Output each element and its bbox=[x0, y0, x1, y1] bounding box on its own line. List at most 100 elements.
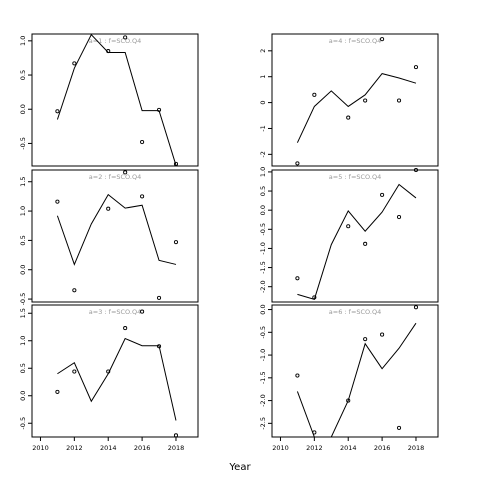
panel-frame bbox=[31, 33, 199, 167]
observed-point bbox=[140, 309, 145, 314]
y-tick-label: 0.5 bbox=[19, 70, 27, 80]
observed-point bbox=[295, 161, 300, 166]
y-tick-label: -1.5 bbox=[259, 261, 267, 274]
y-tick-label: 0.0 bbox=[19, 265, 27, 275]
panel-title: a=2 : f=SCO.Q4 bbox=[89, 173, 141, 181]
panel-frame bbox=[271, 33, 439, 167]
observed-point bbox=[156, 107, 162, 112]
observed-point bbox=[346, 398, 351, 403]
observed-point bbox=[123, 170, 128, 175]
panel-frame bbox=[271, 304, 439, 438]
observed-point bbox=[346, 224, 351, 229]
x-tick-label: 2018 bbox=[168, 444, 185, 452]
observed-point bbox=[72, 288, 77, 293]
observed-point bbox=[140, 194, 145, 199]
observed-point bbox=[173, 433, 179, 438]
y-tick-label: -2.0 bbox=[259, 280, 267, 293]
observed-point bbox=[55, 109, 60, 114]
y-tick-label: 0.5 bbox=[19, 363, 27, 373]
observed-point bbox=[106, 206, 111, 211]
y-tick-label: 2 bbox=[259, 49, 267, 53]
y-tick-label: -1.5 bbox=[259, 371, 267, 384]
x-tick-label: 2014 bbox=[100, 444, 117, 452]
observed-point bbox=[173, 161, 179, 166]
panel-3: a=2 : f=SCO.Q4 -0.5 0.0 0.5 1.0 1.5 bbox=[19, 169, 199, 306]
observed-point bbox=[106, 49, 111, 54]
x-tick-label: 2010 bbox=[32, 444, 49, 452]
observed-point bbox=[156, 344, 162, 349]
y-tick-label: -0.5 bbox=[19, 137, 27, 150]
y-tick-label: -0.5 bbox=[259, 326, 267, 339]
x-tick-label: 2016 bbox=[134, 444, 151, 452]
observed-point bbox=[346, 115, 351, 120]
panel-title: a=6 : f=SCO.Q4 bbox=[329, 308, 381, 316]
observed-point bbox=[72, 61, 77, 66]
y-tick-label: -1.0 bbox=[259, 349, 267, 362]
observed-point bbox=[123, 326, 128, 331]
fitted-line bbox=[296, 73, 417, 143]
panel-frame bbox=[31, 169, 199, 303]
panel-2: a=4 : f=SCO.Q4 -2 -1 0 1 2 bbox=[259, 33, 439, 167]
observed-point bbox=[312, 92, 317, 97]
observed-point bbox=[55, 199, 60, 204]
y-tick-label: 1.0 bbox=[259, 167, 267, 177]
observed-point bbox=[413, 167, 419, 173]
x-tick-label: 2016 bbox=[374, 444, 391, 452]
fitted-line bbox=[56, 34, 177, 166]
y-tick-label: 1 bbox=[259, 75, 267, 79]
x-tick-label: 2012 bbox=[66, 444, 83, 452]
y-tick-label: 1.0 bbox=[19, 36, 27, 46]
x-tick-label: 2014 bbox=[340, 444, 357, 452]
fitted-line bbox=[57, 337, 177, 421]
y-tick-label: 0.0 bbox=[19, 104, 27, 114]
y-tick-label: -2.5 bbox=[259, 417, 267, 430]
observed-point bbox=[396, 215, 402, 220]
panel-title: a=4 : f=SCO.Q4 bbox=[329, 37, 381, 45]
observed-point bbox=[380, 332, 385, 337]
y-tick-label: -1 bbox=[259, 125, 267, 131]
observed-point bbox=[363, 337, 368, 342]
observed-point bbox=[295, 373, 300, 378]
panel-title: a=3 : f=SCO.Q4 bbox=[89, 308, 141, 316]
observed-point bbox=[363, 98, 368, 103]
y-tick-label: 1.5 bbox=[19, 308, 27, 318]
y-tick-label: 1.0 bbox=[19, 206, 27, 216]
observed-point bbox=[363, 241, 368, 246]
x-tick-label: 2010 bbox=[272, 444, 289, 452]
y-tick-label: -2.0 bbox=[259, 394, 267, 407]
observed-point bbox=[380, 37, 385, 42]
y-tick-label: -1.0 bbox=[259, 242, 267, 255]
observed-point bbox=[295, 276, 300, 281]
y-tick-label: 0.0 bbox=[259, 304, 267, 314]
fitted-line bbox=[297, 183, 417, 300]
observed-point bbox=[396, 425, 402, 430]
panel-title: a=5 : f=SCO.Q4 bbox=[329, 173, 381, 181]
observed-point bbox=[123, 35, 128, 40]
observed-point bbox=[156, 295, 162, 300]
observed-point bbox=[413, 65, 419, 70]
x-tick-label: 2018 bbox=[408, 444, 425, 452]
panel-frame bbox=[31, 304, 199, 438]
observed-point bbox=[413, 305, 419, 310]
panel-5: a=3 : f=SCO.Q4 -0.5 0.0 0.5 1.0 1.5 2010 2012 20… bbox=[19, 304, 199, 452]
fitted-line bbox=[56, 193, 177, 266]
y-tick-label: 0.5 bbox=[19, 235, 27, 245]
x-axis-title: Year bbox=[228, 462, 251, 473]
y-tick-label: 1.0 bbox=[19, 336, 27, 346]
panel-frame bbox=[271, 169, 439, 303]
observed-point bbox=[140, 140, 145, 145]
y-tick-label: -0.5 bbox=[19, 417, 27, 430]
observed-point bbox=[380, 192, 385, 197]
y-tick-label: -0.5 bbox=[19, 293, 27, 306]
observed-point bbox=[312, 295, 317, 300]
fitted-line bbox=[296, 322, 417, 437]
observed-point bbox=[312, 430, 317, 435]
panel-title: a=1 : f=SCO.Q4 bbox=[89, 37, 141, 45]
panel-4: a=5 : f=SCO.Q4 -2.0 -1.5 -1.0 -0.5 0.0 0.5 1.0 bbox=[259, 167, 439, 303]
y-tick-label: 1.5 bbox=[19, 177, 27, 187]
chart-panels: a=1 : f=SCO.Q4 -0.5 0.0 0.5 1.0 a=4 : f=SCO.Q… bbox=[19, 33, 439, 452]
observed-point bbox=[55, 389, 60, 394]
observed-point bbox=[173, 240, 179, 245]
x-tick-label: 2012 bbox=[306, 444, 323, 452]
